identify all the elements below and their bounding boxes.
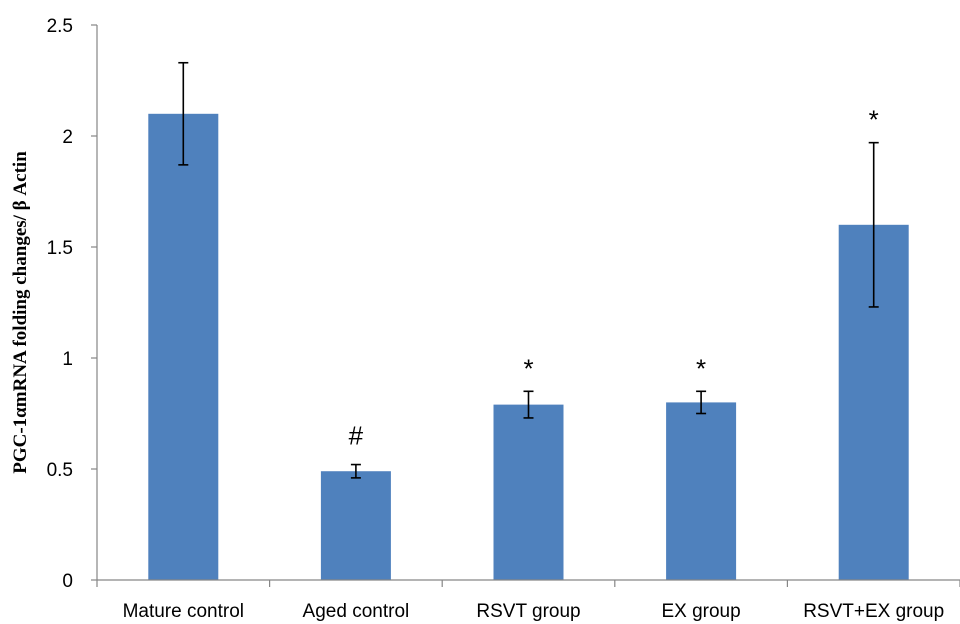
y-tick-label: 2.5 xyxy=(47,16,73,37)
y-tick-label: 0 xyxy=(62,571,73,592)
bar xyxy=(666,402,737,580)
significance-marker: * xyxy=(696,353,706,383)
x-category-label: EX group xyxy=(661,601,740,622)
y-tick-label: 2 xyxy=(62,127,73,148)
significance-marker: * xyxy=(869,105,879,135)
bar xyxy=(148,113,219,581)
x-axis-ticks xyxy=(96,580,960,587)
y-tick-label: 1.5 xyxy=(47,238,73,259)
y-axis-title: PGC-1αmRNA folding changes/ β Actin xyxy=(10,151,31,474)
bar xyxy=(320,471,391,580)
significance-marker: # xyxy=(349,421,364,451)
y-tick-label: 1 xyxy=(62,349,73,370)
error-bars xyxy=(178,61,879,479)
x-category-label: RSVT group xyxy=(476,601,580,622)
x-category-label: RSVT+EX group xyxy=(803,601,944,622)
bar xyxy=(493,404,564,580)
x-category-label: Aged control xyxy=(303,601,410,622)
y-tick-label: 0.5 xyxy=(47,460,73,481)
x-category-label: Mature control xyxy=(123,601,244,622)
x-axis-labels: Mature control Aged control RSVT group EX g… xyxy=(123,601,945,622)
y-axis-ticks: 0 0.5 1 1.5 2 2.5 xyxy=(47,16,97,592)
significance-marker: * xyxy=(523,353,533,383)
significance-annotations: # * * * xyxy=(349,105,879,451)
bars xyxy=(148,113,909,581)
